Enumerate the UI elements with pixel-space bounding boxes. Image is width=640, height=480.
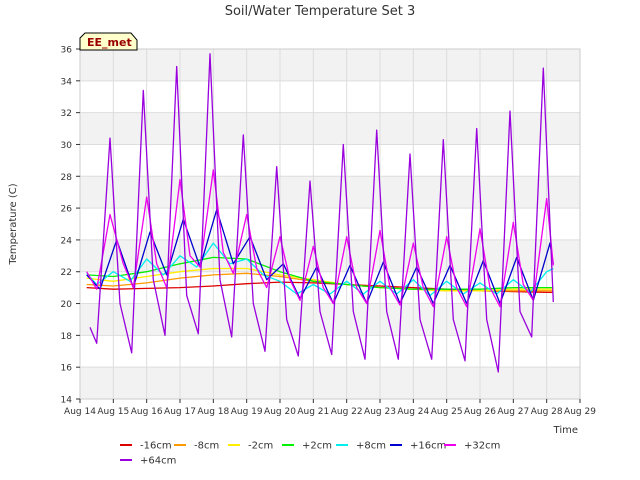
y-tick-label: 16: [61, 364, 73, 374]
legend-label: -2cm: [248, 441, 273, 452]
y-tick-label: 32: [61, 109, 72, 119]
y-tick-label: 24: [61, 236, 73, 246]
x-axis-label: Time: [553, 425, 578, 436]
x-tick-label: Aug 29: [564, 407, 596, 417]
background-band: [80, 303, 580, 336]
x-tick-label: Aug 18: [197, 407, 229, 417]
legend-label: +8cm: [356, 441, 386, 452]
plot-frame: [79, 48, 581, 400]
x-tick-label: Aug 14: [64, 407, 96, 417]
background-band: [80, 176, 580, 209]
y-axis-label: Temperature (C): [8, 183, 19, 265]
background-band: [80, 112, 580, 145]
x-tick-label: Aug 15: [97, 407, 129, 417]
x-axis-ticks: Aug 14 Aug 15 Aug 16 Aug 17 Aug 18 Aug 19 Aug …: [64, 399, 596, 417]
y-tick-label: 28: [61, 173, 73, 183]
chart-title: Soil/Water Temperature Set 3: [225, 4, 416, 19]
y-tick-label: 18: [61, 332, 73, 342]
x-tick-label: Aug 25: [431, 407, 463, 417]
y-tick-label: 30: [61, 141, 73, 151]
x-tick-label: Aug 16: [131, 407, 163, 417]
x-tick-label: Aug 19: [231, 407, 263, 417]
y-tick-label: 20: [61, 300, 73, 310]
y-tick-label: 14: [61, 396, 73, 406]
legend: -16cm -8cm -2cm +2cm +8cm +16cm +32cm +64cm: [120, 441, 500, 467]
y-tick-label: 26: [61, 205, 73, 215]
y-tick-label: 22: [61, 268, 72, 278]
plot-background-bands: [80, 49, 580, 399]
x-tick-label: Aug 21: [297, 407, 329, 417]
x-tick-label: Aug 20: [264, 407, 296, 417]
station-badge-label: EE_met: [87, 36, 132, 49]
series-line-+64cm: [89, 53, 554, 373]
legend-label: -16cm: [140, 441, 172, 452]
x-tick-label: Aug 26: [464, 407, 496, 417]
legend-label: +32cm: [464, 441, 500, 452]
y-axis-ticks: 14 16 18 20 22 24 26 28 30 32 34 36: [61, 46, 80, 406]
legend-label: +16cm: [410, 441, 446, 452]
background-band: [80, 367, 580, 399]
y-tick-label: 36: [61, 46, 73, 56]
series-lines: [86, 53, 554, 373]
x-tick-label: Aug 24: [397, 407, 429, 417]
x-tick-label: Aug 17: [164, 407, 196, 417]
legend-label: +64cm: [140, 456, 176, 467]
x-tick-label: Aug 28: [531, 407, 563, 417]
x-tick-label: Aug 23: [364, 407, 396, 417]
x-tick-label: Aug 22: [331, 407, 363, 417]
y-tick-label: 34: [61, 77, 73, 87]
x-tick-label: Aug 27: [497, 407, 529, 417]
legend-label: -8cm: [194, 441, 219, 452]
background-band: [80, 49, 580, 81]
legend-label: +2cm: [302, 441, 332, 452]
station-badge: EE_met: [79, 32, 138, 51]
